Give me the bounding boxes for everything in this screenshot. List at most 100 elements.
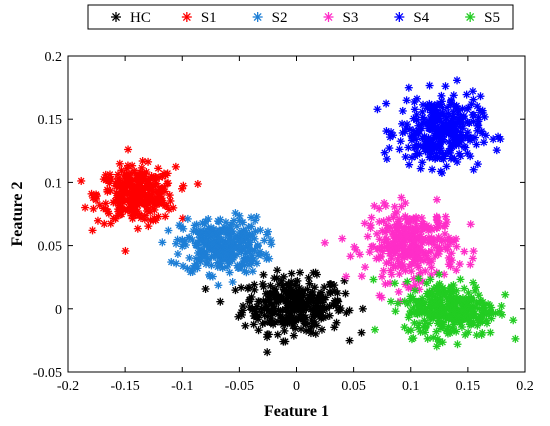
data-point (427, 263, 436, 272)
y-tick-label: 0.15 (38, 113, 63, 128)
data-point (424, 120, 433, 129)
data-point (172, 259, 181, 268)
data-point (140, 200, 149, 209)
data-point (437, 235, 446, 244)
data-point (113, 181, 122, 190)
data-point (435, 270, 444, 279)
series-s2 (158, 209, 276, 290)
data-point (411, 286, 420, 295)
data-point (259, 270, 268, 279)
data-point (394, 242, 403, 251)
data-point (228, 255, 237, 264)
data-point (214, 217, 223, 226)
y-tick-label: 0.2 (45, 50, 63, 65)
data-point (245, 295, 254, 304)
data-point (456, 294, 465, 303)
data-point (154, 212, 163, 221)
data-point (153, 195, 162, 204)
data-point (379, 266, 388, 275)
data-point (446, 148, 455, 157)
data-point (185, 253, 194, 262)
data-point (245, 283, 254, 292)
legend-label: S1 (201, 10, 217, 26)
data-point (193, 179, 202, 188)
data-point (400, 297, 409, 306)
data-point (148, 198, 157, 207)
data-point (461, 330, 470, 339)
data-point (409, 334, 418, 343)
data-point (287, 269, 296, 278)
data-point (295, 283, 304, 292)
data-point (391, 263, 400, 272)
x-tick-label: -0.05 (225, 379, 254, 394)
data-point (418, 158, 427, 167)
data-point (195, 236, 204, 245)
data-point (392, 207, 401, 216)
data-point (369, 275, 378, 284)
data-point (140, 215, 149, 224)
data-point (475, 106, 484, 115)
data-point (482, 309, 491, 318)
data-point (438, 285, 447, 294)
data-point (422, 279, 431, 288)
data-point (282, 287, 291, 296)
data-point (386, 133, 395, 142)
data-point (248, 267, 257, 276)
legend-label: S5 (484, 10, 500, 26)
data-point (382, 154, 391, 163)
data-point (89, 204, 98, 213)
data-point (158, 172, 167, 181)
x-tick-label: -0.1 (171, 379, 193, 394)
data-point (460, 305, 469, 314)
data-point (444, 322, 453, 331)
legend-marker (465, 12, 476, 22)
data-point (468, 111, 477, 120)
data-point (263, 227, 272, 236)
data-point (495, 307, 504, 316)
data-point (460, 284, 469, 293)
data-point (473, 321, 482, 330)
data-point (121, 246, 130, 255)
data-point (358, 304, 367, 313)
x-tick-label: 0.1 (402, 379, 420, 394)
data-point (333, 289, 342, 298)
data-point (133, 224, 142, 233)
data-point (405, 160, 414, 169)
data-point (256, 226, 265, 235)
data-point (109, 214, 118, 223)
data-point (295, 268, 304, 277)
data-point (425, 81, 434, 90)
data-point (423, 334, 432, 343)
data-point (398, 128, 407, 137)
data-point (416, 164, 425, 173)
data-point (403, 277, 412, 286)
data-point (450, 307, 459, 316)
data-point (81, 203, 90, 212)
data-point (457, 323, 466, 332)
legend-label: S2 (272, 10, 288, 26)
x-tick-label: 0 (293, 379, 300, 394)
data-point (263, 348, 272, 357)
data-point (166, 196, 175, 205)
data-point (394, 287, 403, 296)
data-point (207, 239, 216, 248)
data-point (123, 161, 132, 170)
data-point (240, 227, 249, 236)
data-point (271, 285, 280, 294)
data-point (482, 319, 491, 328)
data-point (468, 309, 477, 318)
data-point (311, 301, 320, 310)
data-point (316, 291, 325, 300)
x-tick-label: -0.2 (57, 379, 79, 394)
data-point (179, 181, 188, 190)
data-point (77, 176, 86, 185)
data-point (289, 331, 298, 340)
data-point (450, 127, 459, 136)
data-point (231, 286, 240, 295)
legend-marker (252, 12, 263, 22)
data-point (261, 318, 270, 327)
data-point (386, 297, 395, 306)
data-point (472, 140, 481, 149)
data-point (231, 209, 240, 218)
